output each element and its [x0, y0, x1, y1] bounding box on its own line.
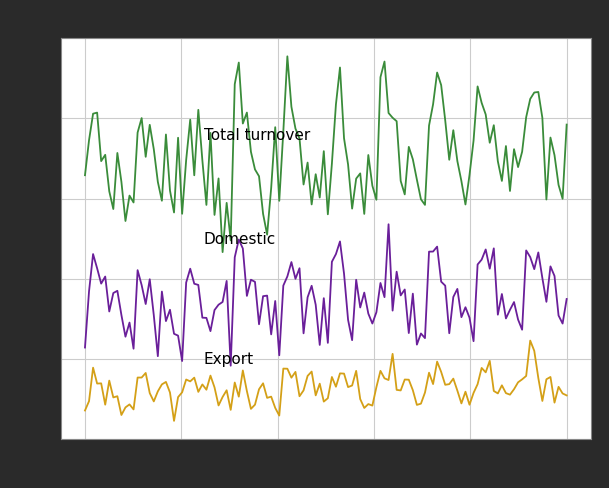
Text: Total turnover: Total turnover — [204, 127, 310, 142]
Text: Export: Export — [204, 352, 254, 366]
Text: Domestic: Domestic — [204, 232, 276, 246]
